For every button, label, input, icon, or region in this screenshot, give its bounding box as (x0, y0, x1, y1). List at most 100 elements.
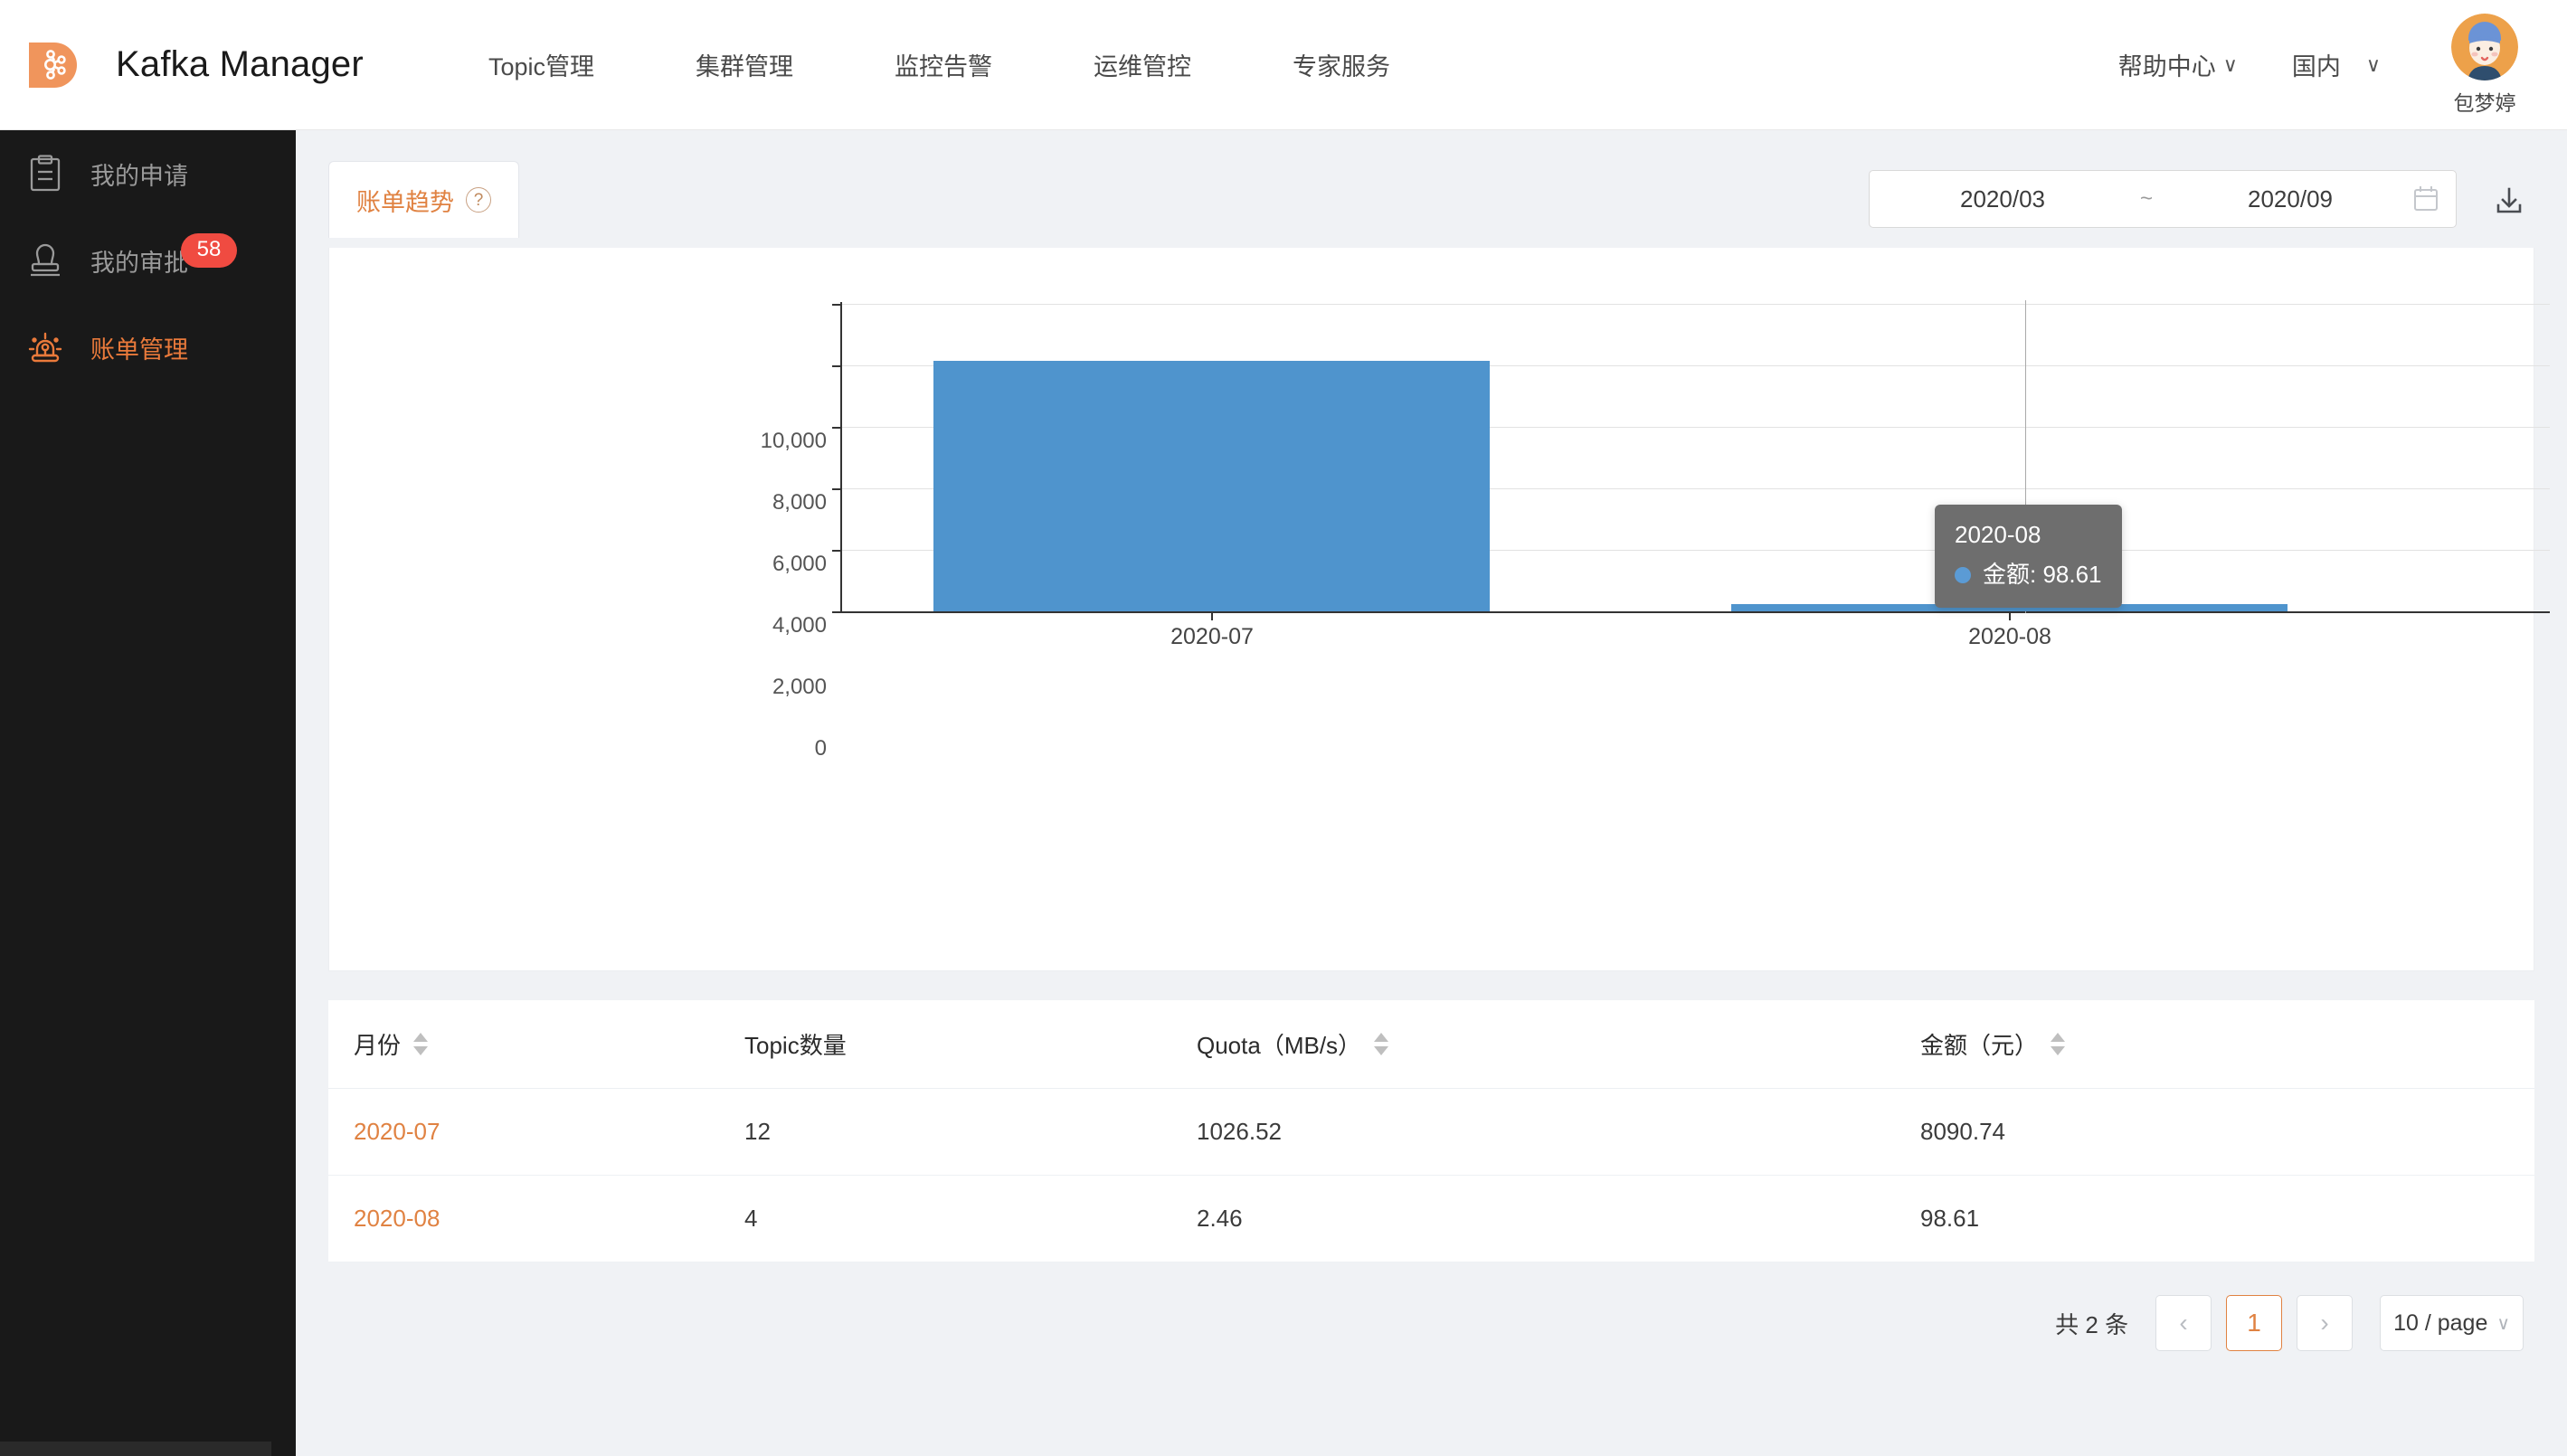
nav-item-ops[interactable]: 运维管控 (1094, 53, 1192, 80)
tab-label: 账单趋势 (356, 188, 454, 216)
kafka-d-logo-icon (24, 32, 90, 99)
help-center-menu[interactable]: 帮助中心 ∨ (2118, 47, 2238, 82)
date-range-separator: ~ (2139, 186, 2153, 211)
sidebar-item-label: 我的申请 (90, 162, 188, 190)
table-row: 2020-07 12 1026.52 8090.74 (328, 1088, 2534, 1176)
sidebar-item-billing[interactable]: 账单管理 (0, 304, 296, 391)
stamp-icon (20, 241, 71, 280)
sort-toggle-icon[interactable] (2051, 1033, 2066, 1055)
x-tick-label: 2020-08 (1968, 624, 2051, 649)
gridline (840, 304, 2550, 305)
nav-item-cluster[interactable]: 集群管理 (696, 53, 794, 80)
y-tick-label: 2,000 (772, 675, 827, 699)
chart-tooltip: 2020-08 金额: 98.61 (1935, 505, 2122, 609)
brand-title: Kafka Manager (116, 44, 364, 84)
pagination-total: 共 2 条 (2055, 1310, 2129, 1338)
date-range-start[interactable]: 2020/03 (1960, 184, 2045, 213)
sidebar-item-label: 我的审批 (90, 249, 188, 277)
bar-2020-07[interactable] (933, 361, 1490, 611)
region-selector[interactable]: 国内 ∨ (2292, 47, 2381, 82)
nav-item-monitor[interactable]: 监控告警 (895, 53, 993, 80)
help-center-label: 帮助中心 (2117, 53, 2216, 80)
pagination-next-button[interactable]: › (2297, 1295, 2354, 1351)
chart-x-axis-line (840, 611, 2550, 613)
gridline (840, 427, 2550, 428)
column-label: Topic数量 (744, 1032, 847, 1059)
y-tick (832, 488, 840, 490)
y-tick-label: 10,000 (760, 429, 827, 453)
chevron-down-icon: ∨ (2365, 52, 2381, 76)
table-head: 月份 Topic数量 Quota（MB/s） (328, 1000, 2534, 1089)
cell-quota: 1026.52 (1197, 1088, 1920, 1176)
column-label: 金额（元） (1920, 1032, 2039, 1059)
y-tick-label: 8,000 (772, 490, 827, 515)
column-label: 月份 (354, 1032, 402, 1059)
avatar (2451, 13, 2518, 80)
table-col-month[interactable]: 月份 (328, 1000, 744, 1089)
date-range-end[interactable]: 2020/09 (2248, 184, 2333, 213)
billing-table: 月份 Topic数量 Quota（MB/s） (328, 1000, 2534, 1262)
pagination-page-1[interactable]: 1 (2226, 1295, 2283, 1351)
content-toolbar: 账单趋势 ? 2020/03 ~ 2020/09 (328, 161, 2534, 248)
cell-topic-count: 12 (744, 1088, 1197, 1176)
y-tick-label: 6,000 (772, 552, 827, 576)
region-label: 国内 (2291, 53, 2341, 80)
chart-y-axis-line (840, 302, 842, 613)
header-right: 帮助中心 ∨ 国内 ∨ (2118, 0, 2567, 129)
billing-table-card: 月份 Topic数量 Quota（MB/s） (328, 1000, 2534, 1262)
table-row: 2020-08 4 2.46 98.61 (328, 1175, 2534, 1262)
cell-month[interactable]: 2020-07 (328, 1088, 744, 1176)
x-tick-label: 2020-07 (1170, 624, 1254, 649)
pagination-prev-button[interactable]: ‹ (2155, 1295, 2212, 1351)
sort-toggle-icon[interactable] (1374, 1033, 1389, 1055)
y-tick (832, 611, 840, 613)
sidebar-horizontal-scrollbar[interactable] (0, 1442, 271, 1456)
top-header: Kafka Manager Topic管理 集群管理 监控告警 运维管控 专家服… (0, 0, 2567, 130)
gridline (840, 488, 2550, 489)
chart-hover-line (2025, 300, 2026, 613)
brand[interactable]: Kafka Manager (0, 32, 488, 99)
question-circle-icon[interactable]: ? (466, 187, 491, 213)
sort-toggle-icon[interactable] (413, 1033, 429, 1055)
x-tick (2009, 611, 2011, 620)
table-body: 2020-07 12 1026.52 8090.74 2020-08 4 2.4… (328, 1088, 2534, 1262)
tooltip-series-row: 金额: 98.61 (1955, 558, 2102, 592)
table-col-quota[interactable]: Quota（MB/s） (1197, 1000, 1920, 1089)
sidebar-item-my-applications[interactable]: 我的申请 (0, 130, 296, 217)
y-tick (832, 304, 840, 306)
y-tick (832, 427, 840, 429)
nav-item-topic[interactable]: Topic管理 (488, 53, 595, 80)
pagination: 共 2 条 ‹ 1 › 10 / page ∨ (328, 1262, 2534, 1351)
status-badge: 58 (181, 233, 237, 268)
gridline (840, 365, 2550, 366)
user-menu[interactable]: 包梦婷 (2435, 13, 2534, 117)
sidebar-item-label: 账单管理 (90, 336, 188, 364)
date-range-picker[interactable]: 2020/03 ~ 2020/09 (1869, 170, 2457, 228)
gridline (840, 550, 2550, 551)
calendar-icon (2412, 184, 2439, 213)
clipboard-icon (20, 154, 71, 194)
chart-y-axis: 10,000 8,000 6,000 4,000 2,000 0 (465, 248, 827, 970)
chevron-down-icon: ∨ (2222, 52, 2238, 76)
y-tick-label: 0 (814, 736, 827, 761)
cell-month[interactable]: 2020-08 (328, 1175, 744, 1262)
alarm-icon (20, 327, 71, 367)
user-name: 包梦婷 (2453, 90, 2516, 115)
main-navigation: Topic管理 集群管理 监控告警 运维管控 专家服务 (488, 0, 1492, 129)
download-icon[interactable] (2489, 181, 2529, 221)
sidebar: 我的申请 我的审批 58 (0, 130, 296, 1456)
column-label: Quota（MB/s） (1197, 1032, 1362, 1059)
x-tick (1211, 611, 1213, 620)
page-size-selector[interactable]: 10 / page ∨ (2380, 1295, 2524, 1351)
series-marker-icon (1955, 566, 1971, 583)
tooltip-title: 2020-08 (1955, 521, 2041, 548)
tab-billing-trend[interactable]: 账单趋势 ? (328, 161, 519, 238)
chevron-down-icon: ∨ (2496, 1313, 2510, 1334)
table-col-amount[interactable]: 金额（元） (1920, 1000, 2534, 1089)
tooltip-value: 金额: 98.61 (1983, 560, 2102, 588)
cell-amount: 8090.74 (1920, 1088, 2534, 1176)
cell-topic-count: 4 (744, 1175, 1197, 1262)
sidebar-item-my-approvals[interactable]: 我的审批 58 (0, 217, 296, 304)
nav-item-expert[interactable]: 专家服务 (1293, 53, 1391, 80)
